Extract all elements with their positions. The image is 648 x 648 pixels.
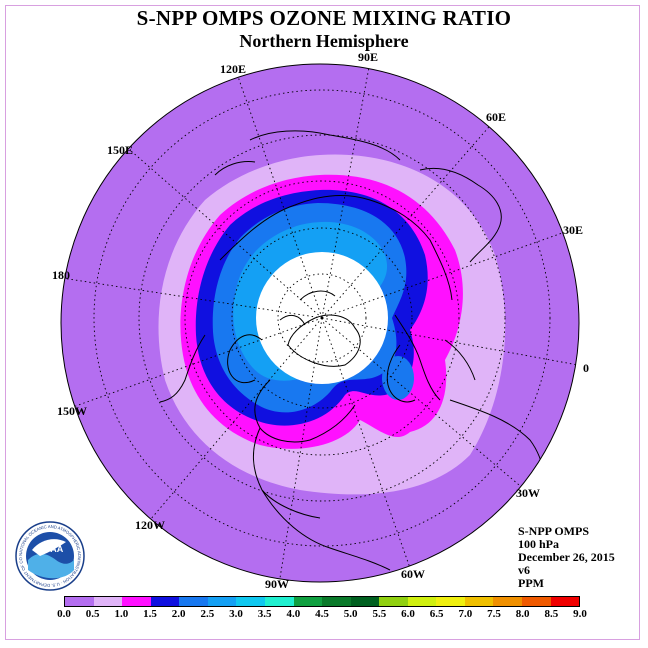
info-level: 100 hPa [518, 537, 560, 551]
colorbar-segment [322, 597, 351, 606]
contour-cell-europe [382, 356, 414, 400]
colorbar-segment [93, 597, 123, 606]
colorbar-segment [293, 597, 323, 606]
info-block: S-NPP OMPS 100 hPa December 26, 2015 v6 … [518, 525, 615, 590]
noaa-logo-text: NOAA [37, 544, 64, 554]
colorbar-ticks: 0.0 0.5 1.0 1.5 2.0 2.5 3.0 3.5 4.0 4.5 5.0 5.5 6.0 6… [0, 608, 648, 624]
colorbar-tick-label: 3.5 [257, 608, 272, 620]
lon-label-180: 180 [52, 268, 70, 282]
colorbar-tick-label: 5.0 [343, 608, 358, 620]
colorbar-tick-label: 1.5 [143, 608, 157, 620]
colorbar-segment [150, 597, 180, 606]
colorbar-tick-label: 8.0 [515, 608, 530, 620]
figure-border [5, 5, 640, 640]
colorbar-tick-label: 3.0 [229, 608, 243, 620]
colorbar [64, 596, 580, 607]
lon-label-90w: 90W [265, 577, 289, 591]
colorbar-tick-label: 0.5 [85, 608, 100, 620]
colorbar-tick-label: 4.0 [286, 608, 301, 620]
colorbar-segment [379, 597, 408, 606]
colorbar-tick-label: 7.5 [487, 608, 501, 620]
lon-label-60w: 60W [401, 567, 425, 581]
colorbar-tick-label: 4.5 [315, 608, 329, 620]
colorbar-segment [264, 597, 294, 606]
contour-atlantic-lobe [360, 400, 415, 438]
colorbar-tick-label: 2.5 [200, 608, 215, 620]
info-units: PPM [518, 576, 544, 590]
colorbar-segment [350, 597, 380, 606]
colorbar-tick-label: 6.0 [401, 608, 415, 620]
colorbar-segment [207, 597, 237, 606]
info-date: December 26, 2015 [518, 550, 615, 564]
colorbar-segment [236, 597, 265, 606]
colorbar-segment [65, 597, 94, 606]
lon-label-150w: 150W [57, 404, 87, 418]
colorbar-tick-label: 2.0 [171, 608, 186, 620]
lon-label-30e: 30E [563, 223, 584, 237]
map-title: S-NPP OMPS OZONE MIXING RATIO [136, 6, 512, 30]
colorbar-segment [407, 597, 437, 606]
colorbar-segment [550, 597, 580, 606]
info-version: v6 [518, 563, 530, 577]
colorbar-tick-label: 0.0 [57, 608, 71, 620]
colorbar-segment [493, 597, 522, 606]
colorbar-segment [122, 597, 151, 606]
colorbar-tick-label: 8.5 [544, 608, 559, 620]
colorbar-segment [179, 597, 208, 606]
info-instrument: S-NPP OMPS [518, 524, 589, 538]
lon-label-90e: 90E [358, 50, 379, 64]
lon-label-120w: 120W [135, 518, 165, 532]
lon-label-120e: 120E [220, 62, 247, 76]
colorbar-segment [436, 597, 465, 606]
colorbar-tick-label: 7.0 [458, 608, 473, 620]
lon-label-60e: 60E [486, 110, 507, 124]
colorbar-tick-label: 6.5 [429, 608, 444, 620]
colorbar-segment [464, 597, 494, 606]
colorbar-segment [522, 597, 551, 606]
lon-label-30w: 30W [516, 486, 540, 500]
colorbar-tick-label: 1.0 [114, 608, 129, 620]
noaa-logo-icon: NOAA NATIONAL OCEANIC AND ATMOSPHERIC AD… [14, 520, 85, 591]
map-subtitle: Northern Hemisphere [239, 31, 409, 51]
colorbar-tick-label: 5.5 [372, 608, 387, 620]
colorbar-tick-label: 9.0 [573, 608, 587, 620]
lon-label-0: 0 [583, 361, 589, 375]
lon-label-150e: 150E [107, 143, 134, 157]
